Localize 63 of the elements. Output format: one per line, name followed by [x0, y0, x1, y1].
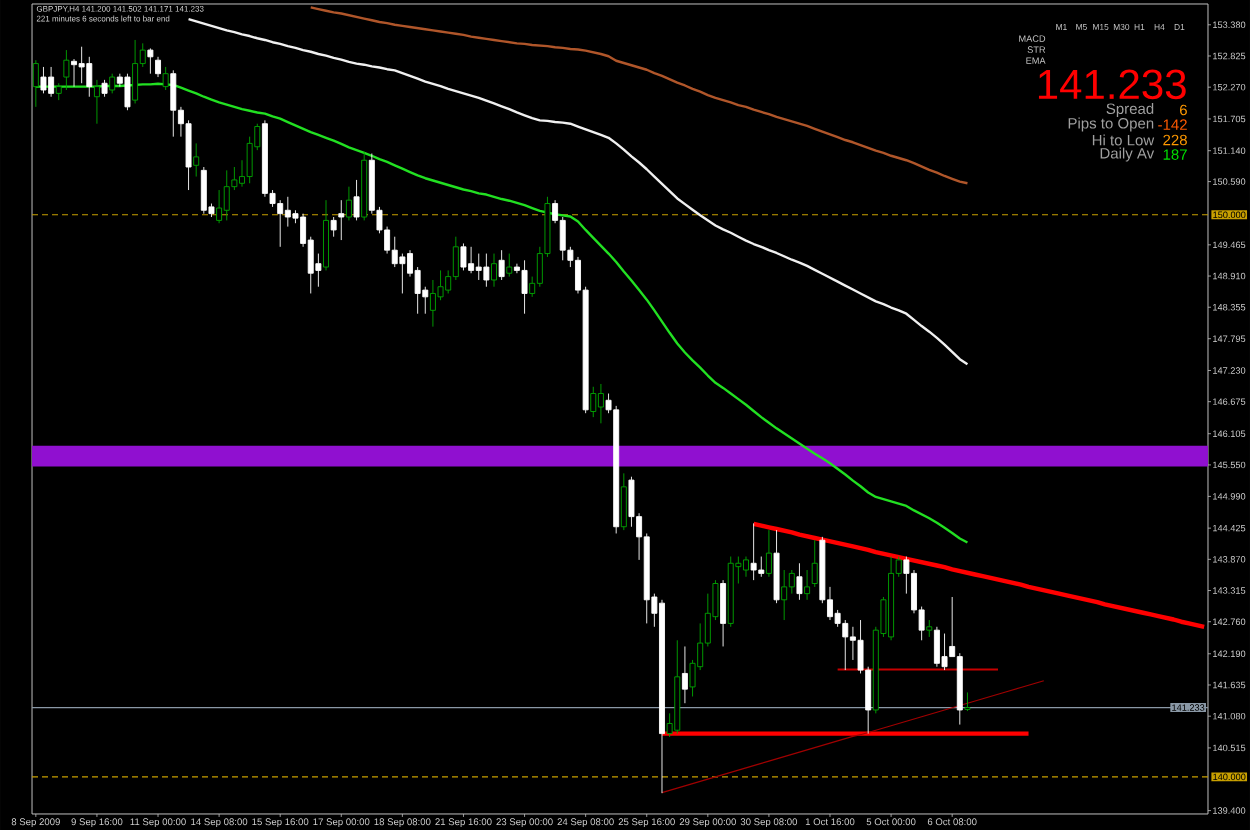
- candlestick: [63, 49, 70, 91]
- candlestick: [162, 66, 169, 91]
- candlestick: [323, 199, 329, 271]
- candlestick: [659, 599, 665, 794]
- candlestick: [811, 539, 818, 588]
- candlestick: [933, 626, 940, 668]
- candlestick: [468, 246, 475, 274]
- candlestick: [284, 196, 291, 228]
- candlestick: [842, 619, 849, 671]
- candlestick: [483, 253, 490, 288]
- candlestick: [93, 79, 100, 125]
- candlestick: [506, 253, 513, 278]
- candlestick: [277, 199, 284, 248]
- candlestick: [620, 472, 627, 531]
- candlestick: [193, 142, 200, 177]
- candlestick: [200, 166, 207, 215]
- candlestick: [926, 619, 933, 638]
- candlestick: [804, 569, 811, 601]
- candlestick: [216, 189, 223, 224]
- candlestick: [40, 66, 47, 94]
- candlestick: [758, 556, 765, 578]
- candlestick: [773, 529, 780, 604]
- candlestick: [597, 383, 604, 424]
- candlestick: [223, 169, 230, 221]
- candlestick: [521, 259, 528, 315]
- candlestick: [353, 179, 360, 221]
- candlestick: [765, 529, 772, 578]
- candlestick: [155, 56, 161, 78]
- candlestick: [941, 633, 948, 671]
- candlestick: [345, 186, 352, 221]
- candlestick: [78, 46, 85, 84]
- candlestick: [781, 569, 788, 621]
- candlestick: [788, 569, 795, 595]
- candlestick: [888, 556, 895, 641]
- candlestick: [796, 562, 803, 601]
- annotation: 141.233: [1038, 69, 1186, 100]
- candlestick: [132, 39, 139, 104]
- candlestick: [491, 253, 497, 288]
- candlestick: [429, 279, 436, 328]
- candlestick: [71, 58, 77, 88]
- candlestick: [498, 249, 505, 281]
- candlestick: [55, 82, 62, 101]
- candlestick: [330, 216, 337, 238]
- candlestick: [361, 151, 368, 221]
- candlestick: [48, 66, 55, 98]
- candlestick: [727, 556, 734, 628]
- candlestick: [170, 69, 177, 138]
- candlestick: [674, 639, 681, 735]
- candlestick: [964, 691, 971, 712]
- candlestick: [101, 79, 108, 98]
- candlestick: [475, 253, 482, 281]
- candlestick: [590, 386, 597, 418]
- candlestick: [460, 242, 467, 271]
- candlestick: [956, 652, 963, 726]
- candlestick: [338, 199, 345, 241]
- candlestick: [750, 522, 757, 581]
- candlestick: [720, 579, 727, 647]
- candlestick: [261, 119, 268, 198]
- candlestick: [743, 556, 749, 578]
- candlestick: [86, 56, 93, 98]
- candlestick: [391, 236, 398, 268]
- candlestick: [681, 646, 688, 704]
- candlestick: [32, 59, 39, 108]
